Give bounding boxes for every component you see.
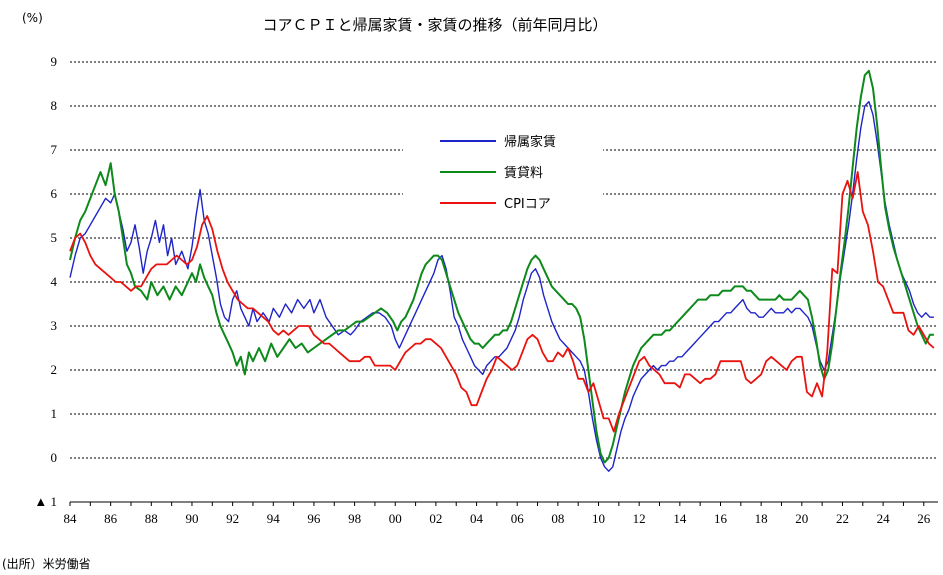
x-tick-label: 20: [795, 511, 808, 526]
y-tick-label: 5: [51, 230, 58, 245]
x-tick-label: 12: [633, 511, 646, 526]
y-tick-label: 4: [51, 274, 58, 289]
x-tick-label: 98: [348, 511, 361, 526]
x-tick-label: 96: [307, 511, 321, 526]
y-tick-label: 7: [51, 142, 58, 157]
x-tick-label: 22: [836, 511, 849, 526]
legend-background: [403, 122, 603, 227]
y-unit-label: (%): [22, 11, 43, 25]
series-line-3: [69, 171, 935, 433]
x-tick-label: 88: [145, 511, 158, 526]
series-line-2: [69, 69, 934, 464]
y-tick-label: ▲ 1: [34, 494, 57, 509]
grid-layer: [70, 61, 938, 459]
x-tick-label: 90: [185, 511, 198, 526]
x-tick-label: 02: [429, 511, 442, 526]
y-tick-label: 2: [51, 362, 58, 377]
x-axis: 84 86 88 90 92 94 96 98 00 02 04 06 08 10 12 14 16 18 20 22…: [64, 501, 938, 526]
series-line-1: [69, 100, 934, 472]
x-tick-label: 14: [673, 511, 687, 526]
x-tick-label: 00: [389, 511, 402, 526]
x-tick-label: 84: [64, 511, 78, 526]
source-note: (出所）米労働省: [2, 557, 91, 571]
x-tick-label: 92: [226, 511, 239, 526]
y-tick-label: 3: [51, 318, 58, 333]
y-tick-label: 6: [51, 186, 58, 201]
x-tick-label: 08: [551, 511, 564, 526]
x-tick-label: 86: [104, 511, 118, 526]
y-tick-label: 8: [51, 98, 58, 113]
x-tick-label: 18: [755, 511, 768, 526]
x-tick-label: 16: [714, 511, 728, 526]
x-tick-label: 26: [917, 511, 931, 526]
y-tick-label: 0: [51, 450, 58, 465]
x-tick-label: 94: [267, 511, 281, 526]
y-tick-labels: 9 8 7 6 5 4 3 2 1 0 ▲ 1: [34, 54, 57, 509]
chart-title: コアＣＰＩと帰属家賃・家賃の推移（前年同月比）: [262, 16, 607, 34]
x-tick-label: 10: [592, 511, 605, 526]
legend-label-2: 賃貸料: [504, 165, 543, 181]
legend-label-3: CPIコア: [504, 197, 551, 212]
x-tick-label: 04: [470, 511, 484, 526]
series-lines: [69, 69, 935, 472]
x-tick-label: 24: [877, 511, 891, 526]
y-tick-label: 9: [51, 54, 58, 69]
legend-label-1: 帰属家賃: [504, 134, 556, 150]
x-tick-label: 06: [511, 511, 525, 526]
y-tick-label: 1: [51, 406, 58, 421]
